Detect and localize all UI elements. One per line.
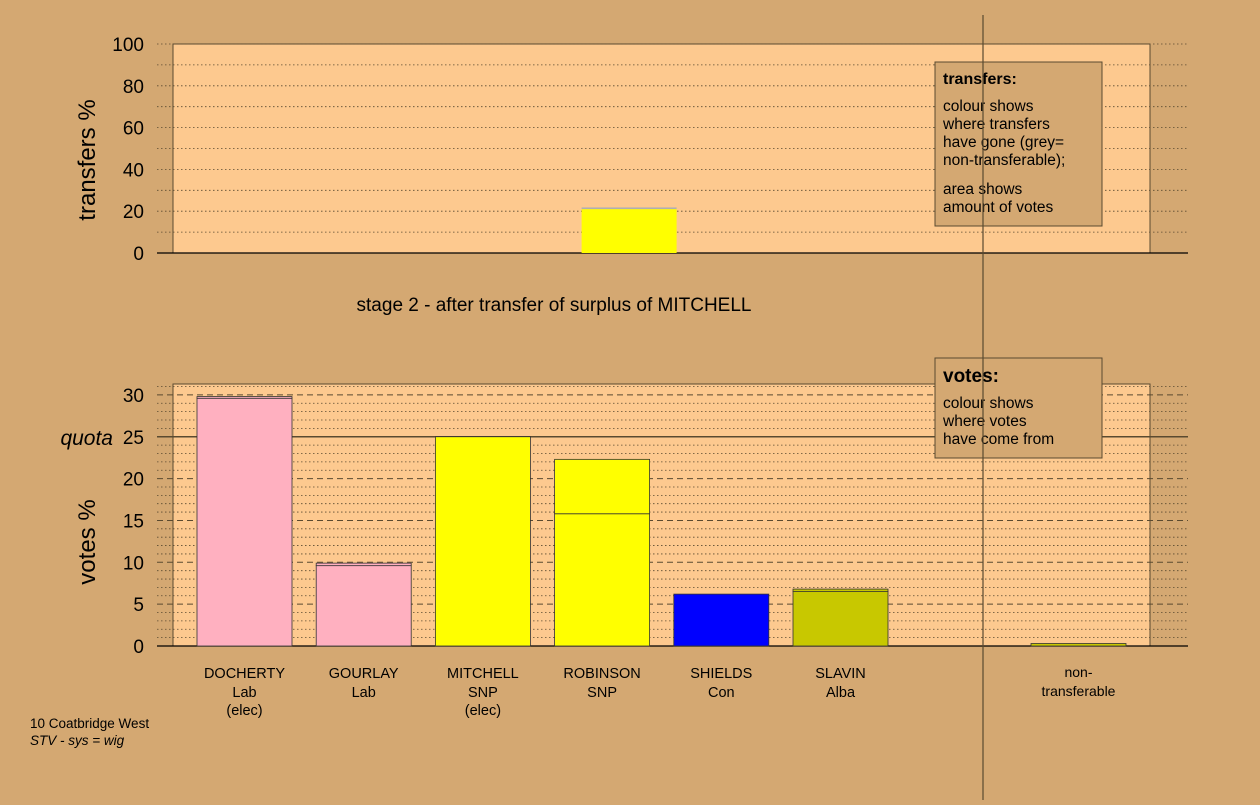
candidate-name: MITCHELL: [447, 666, 519, 682]
votes-y-tick-label: 15: [123, 511, 144, 532]
transfers-legend-line: have gone (grey=: [943, 134, 1064, 151]
transfers-legend-line: non-transferable);: [943, 152, 1065, 169]
transfers-legend-line: colour shows: [943, 98, 1034, 115]
votes-bar-segment: [196, 396, 293, 399]
votes-bars: [196, 396, 1127, 647]
votes-bar-segment: [554, 513, 650, 647]
votes-y-ticks: 0 5 10 15 20 25 30: [123, 386, 144, 658]
transfers-bars: [581, 207, 677, 253]
candidate-name: DOCHERTY: [204, 666, 285, 682]
transfers-y-tick-label: 60: [123, 119, 144, 140]
votes-y-tick-label: 5: [133, 595, 144, 616]
transfers-legend-line: amount of votes: [943, 199, 1054, 216]
transfers-y-axis-title: transfers %: [74, 99, 101, 220]
transfers-y-tick-label: 0: [133, 244, 144, 265]
votes-legend-line: where votes: [942, 413, 1027, 430]
candidate-party: Lab: [352, 685, 376, 701]
footer-system: STV - sys = wig: [30, 733, 125, 748]
votes-bar-segment: [196, 397, 293, 647]
candidate-party: SNP: [587, 685, 617, 701]
votes-y-tick-label: 10: [123, 553, 144, 574]
candidate-labels: DOCHERTY Lab (elec) GOURLAY Lab MITCHELL SNP (e…: [204, 664, 1116, 719]
candidate-party: Alba: [826, 685, 856, 701]
votes-bar-segment: [554, 458, 650, 515]
transfers-legend-title: transfers:: [943, 71, 1017, 88]
transfers-bar-segment: [581, 209, 677, 253]
votes-bar-segment: [792, 591, 889, 647]
candidate-name: ROBINSON: [563, 666, 640, 682]
votes-bar-segment: [792, 588, 889, 592]
quota-label: quota: [60, 427, 113, 450]
candidate-party: SNP: [468, 685, 498, 701]
votes-y-tick-label: 25: [123, 428, 144, 449]
transfers-legend: transfers: colour shows where transfers …: [934, 61, 1103, 227]
candidate-name: SHIELDS: [690, 666, 752, 682]
transfers-y-ticks: 0 20 40 60 80 100: [112, 35, 144, 265]
stage-label: stage 2 - after transfer of surplus of M…: [357, 295, 752, 316]
nontransferable-label: transferable: [1042, 683, 1116, 699]
votes-legend-box: [934, 357, 1103, 459]
votes-legend: votes: colour shows where votes have com…: [934, 357, 1103, 459]
transfers-y-tick-label: 80: [123, 77, 144, 98]
transfers-legend-box: [934, 61, 1103, 227]
footer-ward: 10 Coatbridge West: [30, 716, 149, 731]
votes-y-axis-title: votes %: [74, 499, 101, 584]
nontransferable-label: non-: [1064, 664, 1092, 680]
transfers-y-tick-label: 100: [112, 35, 144, 56]
candidate-name: GOURLAY: [329, 666, 399, 682]
nontransferable-bar: [1030, 643, 1127, 647]
candidate-status: (elec): [465, 703, 501, 719]
votes-legend-title: votes:: [943, 366, 999, 387]
candidate-party: Con: [708, 685, 735, 701]
candidate-status: (elec): [226, 703, 262, 719]
votes-y-tick-label: 30: [123, 386, 144, 407]
transfers-bar-segment: [581, 207, 677, 210]
votes-legend-line: have come from: [943, 431, 1054, 448]
votes-bar-segment: [315, 565, 412, 647]
transfers-legend-line: where transfers: [942, 116, 1050, 133]
votes-y-tick-label: 20: [123, 470, 144, 491]
votes-bar-segment: [673, 593, 770, 647]
votes-legend-line: colour shows: [943, 395, 1034, 412]
transfers-y-tick-label: 40: [123, 160, 144, 181]
votes-bar-segment: [434, 436, 531, 647]
candidate-party: Lab: [232, 685, 256, 701]
transfers-y-tick-label: 20: [123, 202, 144, 223]
candidate-name: SLAVIN: [815, 666, 866, 682]
votes-bar-segment: [315, 562, 412, 567]
votes-y-tick-label: 0: [133, 637, 144, 658]
